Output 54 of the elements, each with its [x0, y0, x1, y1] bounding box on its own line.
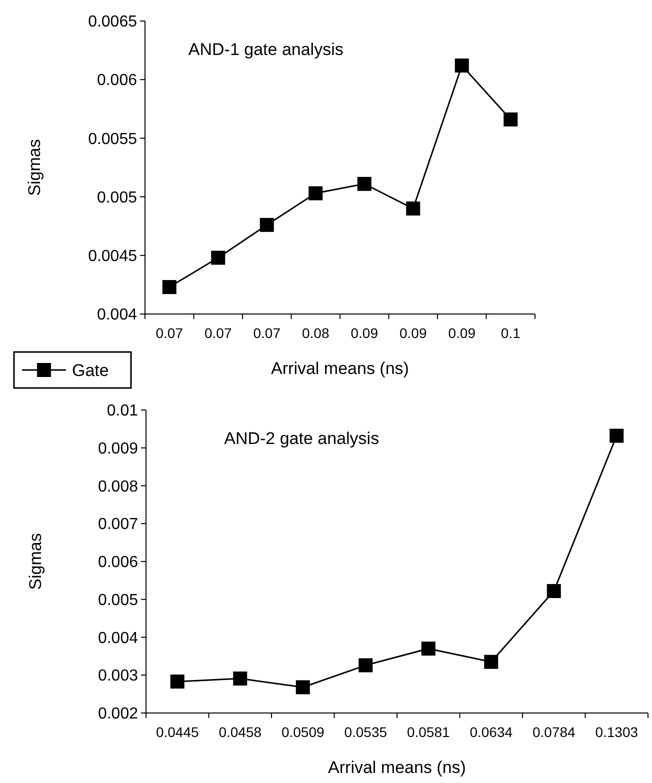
x-tick-label: 0.0458 [218, 724, 262, 740]
y-axis-title: Sigmas [26, 533, 45, 590]
point [504, 112, 518, 126]
y-tick-label: 0.0055 [88, 130, 138, 148]
x-axis-title: Arrival means (ns) [271, 359, 409, 378]
x-tick-label: 0.07 [204, 325, 232, 341]
point [357, 176, 372, 191]
x-tick-label: 0.09 [350, 325, 378, 341]
y-tick-label: 0.006 [96, 72, 138, 90]
x-tick-label: 0.09 [400, 325, 427, 341]
x-tick-label: 0.07 [156, 325, 184, 341]
point [454, 58, 469, 73]
x-tick-label: 0.07 [253, 325, 281, 341]
point [233, 672, 248, 686]
point [162, 280, 176, 294]
y-tick-label: 0.006 [98, 554, 138, 572]
y-tick-label: 0.003 [98, 668, 138, 685]
x-tick-label: 0.0509 [281, 724, 324, 740]
point [211, 250, 226, 265]
point [308, 186, 323, 200]
x-tick-label: 0.0581 [406, 724, 450, 740]
y-tick-label: 0.005 [98, 592, 138, 609]
point [260, 218, 274, 232]
x-tick-label: 0.09 [448, 325, 476, 341]
y-tick-label: 0.007 [98, 516, 138, 534]
text: AND-2 gate analysis [224, 429, 380, 448]
y-tick-label: 0.0045 [88, 248, 138, 265]
point [421, 642, 436, 656]
point [170, 674, 184, 689]
point [546, 584, 561, 598]
y-axis-title: Sigmas [25, 139, 44, 196]
x-tick-label: 0.0784 [532, 724, 576, 740]
point [406, 202, 420, 216]
x-tick-label: 0.1 [500, 325, 521, 341]
x-tick-label: 0.0535 [344, 724, 388, 740]
x-axis-title: Arrival means (ns) [328, 758, 466, 777]
y-tick-label: 0.008 [98, 478, 138, 496]
y-tick-label: 0.002 [98, 706, 138, 723]
point [610, 428, 624, 443]
y-tick-label: 0.0065 [88, 14, 138, 31]
y-tick-label: 0.005 [96, 189, 138, 206]
point [484, 654, 498, 669]
x-tick-label: 0.0634 [470, 724, 513, 740]
x-tick-label: 0.08 [302, 325, 330, 341]
point [358, 658, 373, 672]
x-tick-label: 0.0445 [156, 724, 199, 740]
y-tick-label: 0.004 [96, 306, 138, 324]
point [296, 680, 310, 694]
y-tick-label: 0.01 [106, 402, 138, 420]
text: AND-1 gate analysis [188, 40, 344, 59]
legend-label: Gate [72, 360, 109, 380]
y-tick-label: 0.009 [98, 440, 138, 458]
x-tick-label: 0.1303 [595, 724, 638, 740]
y-tick-label: 0.004 [98, 630, 138, 647]
